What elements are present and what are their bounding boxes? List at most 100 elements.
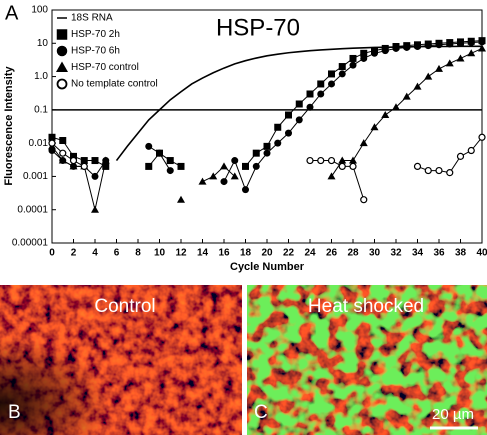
open-circle-point <box>59 149 67 157</box>
open-circle-point <box>349 162 357 171</box>
square-point <box>274 123 282 131</box>
x-tick-label: 32 <box>390 248 402 259</box>
x-tick-label: 30 <box>369 248 381 259</box>
panel-label: Control <box>94 296 155 317</box>
circle-point <box>91 172 99 180</box>
x-tick-label: 22 <box>283 248 295 259</box>
circle-point <box>242 186 249 194</box>
open-circle-point <box>413 162 422 171</box>
x-tick-label: 14 <box>197 248 209 259</box>
panel-letter: A <box>5 2 19 24</box>
legend-label: HSP-70 6h <box>71 46 120 57</box>
open-circle-point <box>80 162 88 171</box>
open-circle-point <box>478 133 486 141</box>
x-tick-label: 0 <box>49 248 55 259</box>
circle-point <box>435 41 443 49</box>
open-circle-point <box>360 196 368 204</box>
square-point <box>48 133 56 141</box>
square-point <box>328 70 335 78</box>
legend-label: 18S RNA <box>71 13 113 24</box>
square-point <box>166 157 174 165</box>
circle-point <box>231 157 239 165</box>
legend-label: HSP-70 2h <box>71 29 120 40</box>
square-point <box>252 149 260 157</box>
triangle-point <box>381 111 390 119</box>
circle-point <box>360 54 368 62</box>
triangle-point <box>177 195 185 203</box>
square-point <box>70 152 77 160</box>
x-tick-label: 20 <box>261 248 273 259</box>
y-tick-label: 0.00001 <box>12 238 49 249</box>
open-circle-point <box>424 166 432 175</box>
scale-bar-label: 20 µm <box>432 406 474 423</box>
x-tick-label: 8 <box>135 248 141 259</box>
legend-marker <box>56 29 68 40</box>
circle-point <box>285 129 292 137</box>
panel-letter: B <box>8 402 21 423</box>
circle-point <box>317 90 325 98</box>
legend-marker <box>56 45 68 57</box>
circle-point <box>274 139 282 147</box>
circle-point <box>403 43 411 51</box>
open-circle-point <box>327 156 336 165</box>
triangle-point <box>338 156 347 164</box>
circle-point <box>446 40 454 48</box>
square-point <box>263 142 271 150</box>
triangle-point <box>209 172 218 180</box>
x-tick-label: 36 <box>433 248 445 259</box>
circle-point <box>457 39 464 47</box>
circle-point <box>392 44 400 52</box>
circle-point <box>166 167 174 175</box>
square-point <box>285 111 292 119</box>
y-tick-label: 0.1 <box>34 104 48 115</box>
open-circle-point <box>435 166 443 175</box>
square-point <box>145 162 153 170</box>
triangle-point <box>402 92 411 100</box>
square-point <box>59 137 67 145</box>
circle-point <box>252 162 260 170</box>
open-circle-point <box>48 139 56 147</box>
square-point <box>242 162 249 170</box>
circle-point <box>328 80 335 88</box>
circle-point <box>295 116 303 124</box>
micrograph-texture <box>247 285 487 435</box>
triangle-point <box>445 59 454 67</box>
open-circle-point <box>467 146 475 155</box>
triangle-point <box>69 162 78 170</box>
x-tick-label: 12 <box>175 248 187 259</box>
x-tick-label: 4 <box>92 248 98 259</box>
circle-point <box>306 103 314 111</box>
triangle-point <box>478 44 486 52</box>
triangle-point <box>198 177 207 185</box>
x-tick-label: 26 <box>326 248 338 259</box>
circle-point <box>156 149 163 157</box>
square-point <box>91 157 99 165</box>
x-axis-title: Cycle Number <box>230 261 305 273</box>
open-circle-point <box>317 156 325 165</box>
y-tick-label: 1.0 <box>34 71 48 82</box>
x-tick-label: 2 <box>71 248 77 259</box>
open-circle-point <box>338 162 346 171</box>
triangle-point <box>58 156 67 164</box>
x-tick-label: 28 <box>347 248 359 259</box>
triangle-point <box>392 103 400 111</box>
x-tick-label: 40 <box>476 248 487 259</box>
legend-marker <box>56 78 68 90</box>
square-point <box>317 80 325 88</box>
y-axis-title: Fluorescence Intensity <box>3 66 15 186</box>
open-circle-point <box>306 156 314 165</box>
triangle-point <box>467 49 476 57</box>
x-tick-label: 10 <box>154 248 166 259</box>
x-tick-label: 24 <box>304 248 316 259</box>
circle-point <box>414 43 421 51</box>
x-tick-label: 18 <box>240 248 252 259</box>
open-circle-point <box>456 152 465 160</box>
micrograph-shade <box>0 285 242 435</box>
triangle-point <box>349 156 357 164</box>
triangle-point <box>91 205 99 213</box>
open-circle-point <box>69 156 78 165</box>
triangle-point <box>435 64 443 72</box>
circle-point <box>467 39 475 47</box>
square-point <box>306 90 314 98</box>
